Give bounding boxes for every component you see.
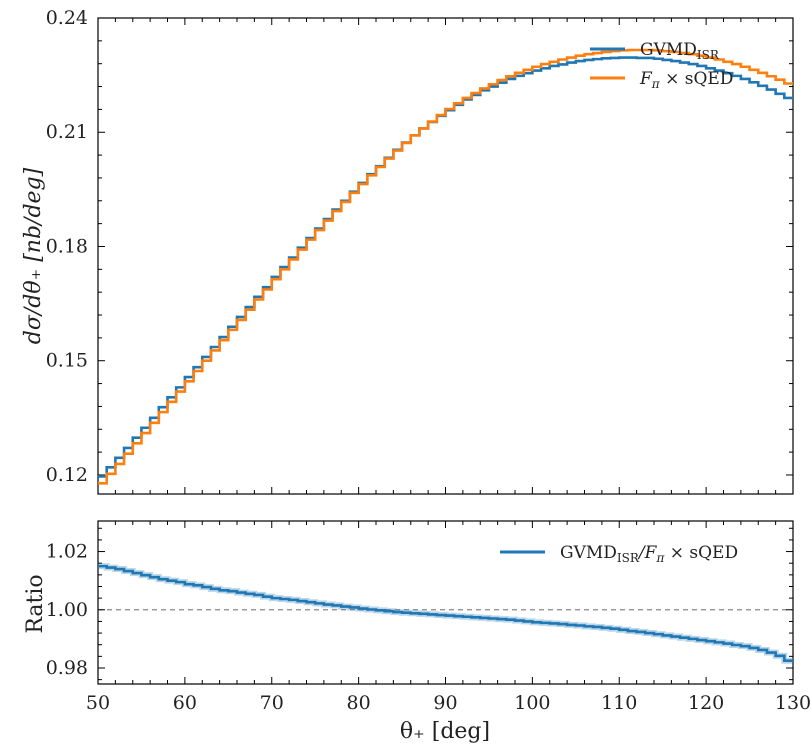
- x-tick-label: 80: [347, 692, 371, 714]
- ratio-legend: GVMDISR/Fπ × sQED: [500, 543, 738, 565]
- ratio-plot-frame: [97, 520, 794, 685]
- legend-label-ratio-sub2: π: [655, 551, 665, 565]
- legend-label-ratio-mid: /F: [637, 543, 658, 563]
- legend-label-gvmd-sub: ISR: [697, 48, 720, 62]
- main-panel: 0.12 0.15 0.18 0.21 0.24 dσ/dθ₊ [nb/deg] GVM…: [21, 7, 794, 495]
- main-ytick-labels: 0.12 0.15 0.18 0.21 0.24: [46, 7, 88, 486]
- legend-label-ratio-suffix: × sQED: [664, 543, 738, 563]
- y-tick-label: 0.12: [46, 464, 88, 486]
- y-tick-label: 0.98: [46, 657, 88, 679]
- ratio-xlabel: θ₊ [deg]: [400, 719, 490, 744]
- ratio-xtick-labels: 50 60 70 80 90 100 110 120 130: [86, 692, 811, 714]
- y-tick-label: 0.15: [46, 350, 88, 372]
- main-ylabel: dσ/dθ₊ [nb/deg]: [21, 167, 46, 344]
- legend-label-fpi-sub: π: [651, 77, 661, 91]
- x-tick-label: 130: [775, 692, 811, 714]
- y-tick-label: 0.18: [46, 235, 88, 257]
- legend-label-fpi-suffix: × sQED: [660, 69, 734, 89]
- x-tick-label: 50: [86, 692, 110, 714]
- legend-label-fpi: Fπ × sQED: [639, 69, 733, 91]
- legend-label-gvmd: GVMDISR: [640, 40, 720, 62]
- main-legend: GVMDISR Fπ × sQED: [590, 40, 733, 91]
- series-line-0: [98, 564, 793, 663]
- y-tick-label: 1.02: [46, 541, 88, 563]
- x-tick-label: 120: [688, 692, 724, 714]
- x-tick-label: 70: [260, 692, 284, 714]
- ratio-ticks: [97, 521, 794, 684]
- legend-label-gvmd-main: GVMD: [640, 40, 697, 60]
- x-tick-label: 100: [514, 692, 550, 714]
- main-series-group: [98, 48, 793, 485]
- legend-label-ratio-sub: ISR: [617, 551, 640, 565]
- x-tick-label: 110: [601, 692, 637, 714]
- legend-label-ratio: GVMDISR/Fπ × sQED: [560, 543, 738, 565]
- ratio-ylabel: Ratio: [23, 574, 48, 633]
- x-tick-label: 60: [173, 692, 197, 714]
- y-tick-label: 0.21: [46, 121, 88, 143]
- legend-label-fpi-main: F: [639, 69, 653, 89]
- series-line-1: [98, 48, 793, 485]
- y-tick-label: 1.00: [46, 599, 88, 621]
- main-plot-frame: [97, 17, 794, 495]
- ratio-series-group: [98, 563, 793, 664]
- ratio-panel: 0.98 1.00 1.02 50 60 70 80 90 100 110 120 130 Rati…: [23, 520, 811, 744]
- main-ticks: [97, 17, 794, 494]
- y-tick-label: 0.24: [46, 7, 88, 29]
- legend-label-ratio-main: GVMD: [560, 543, 617, 563]
- x-tick-label: 90: [433, 692, 457, 714]
- ratio-ytick-labels: 0.98 1.00 1.02: [46, 541, 88, 679]
